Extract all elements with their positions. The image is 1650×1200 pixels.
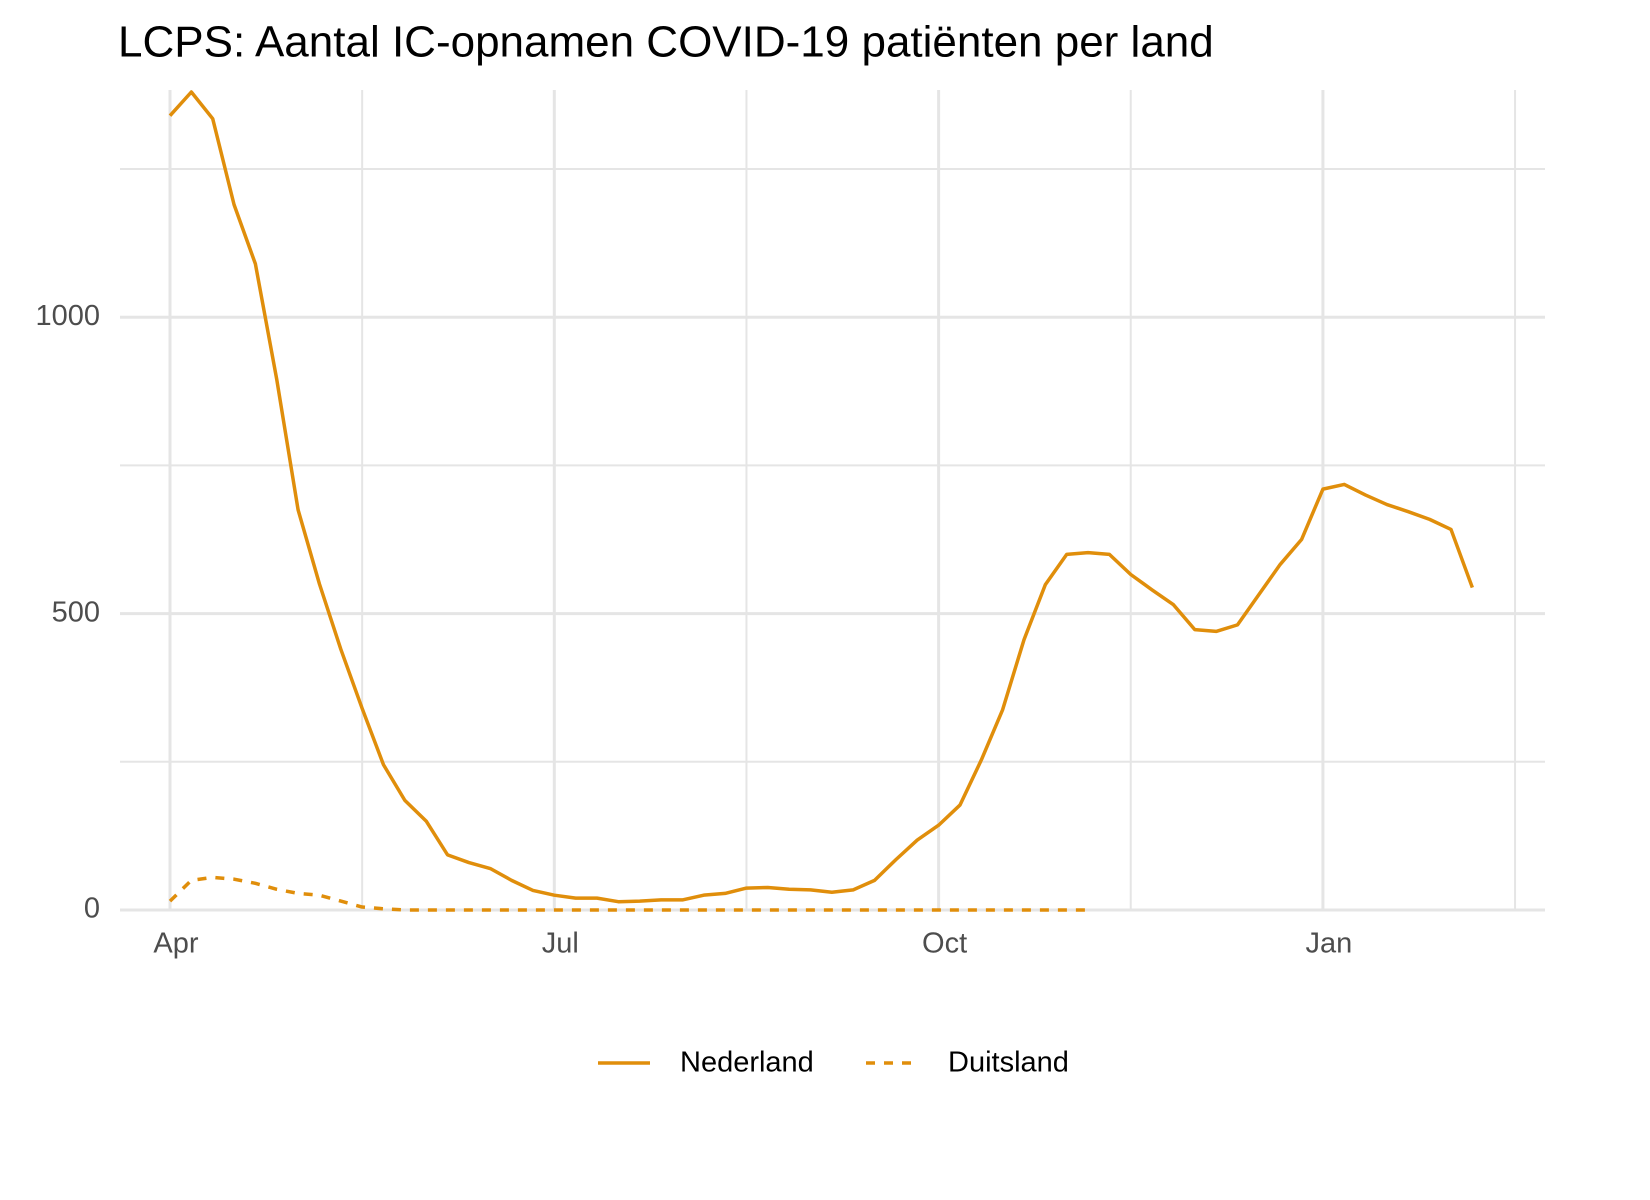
x-tick-label: Oct [922, 928, 967, 960]
x-tick-label: Jan [1306, 928, 1353, 960]
y-tick-label: 1000 [35, 300, 100, 332]
y-tick-label: 500 [52, 596, 100, 628]
line [168, 90, 1474, 904]
legend-label: Nederland [680, 1047, 814, 1079]
legend-item: Nederland [598, 1047, 814, 1079]
x-tick-label: Jul [542, 928, 579, 960]
line [168, 875, 1089, 912]
y-tick-label: 0 [84, 893, 100, 925]
legend-label: Duitsland [948, 1047, 1069, 1079]
chart-title: LCPS: Aantal IC-opnamen COVID-19 patiënt… [118, 18, 1214, 67]
x-tick-label: Apr [153, 928, 198, 960]
legend-item: Duitsland [866, 1047, 1069, 1079]
